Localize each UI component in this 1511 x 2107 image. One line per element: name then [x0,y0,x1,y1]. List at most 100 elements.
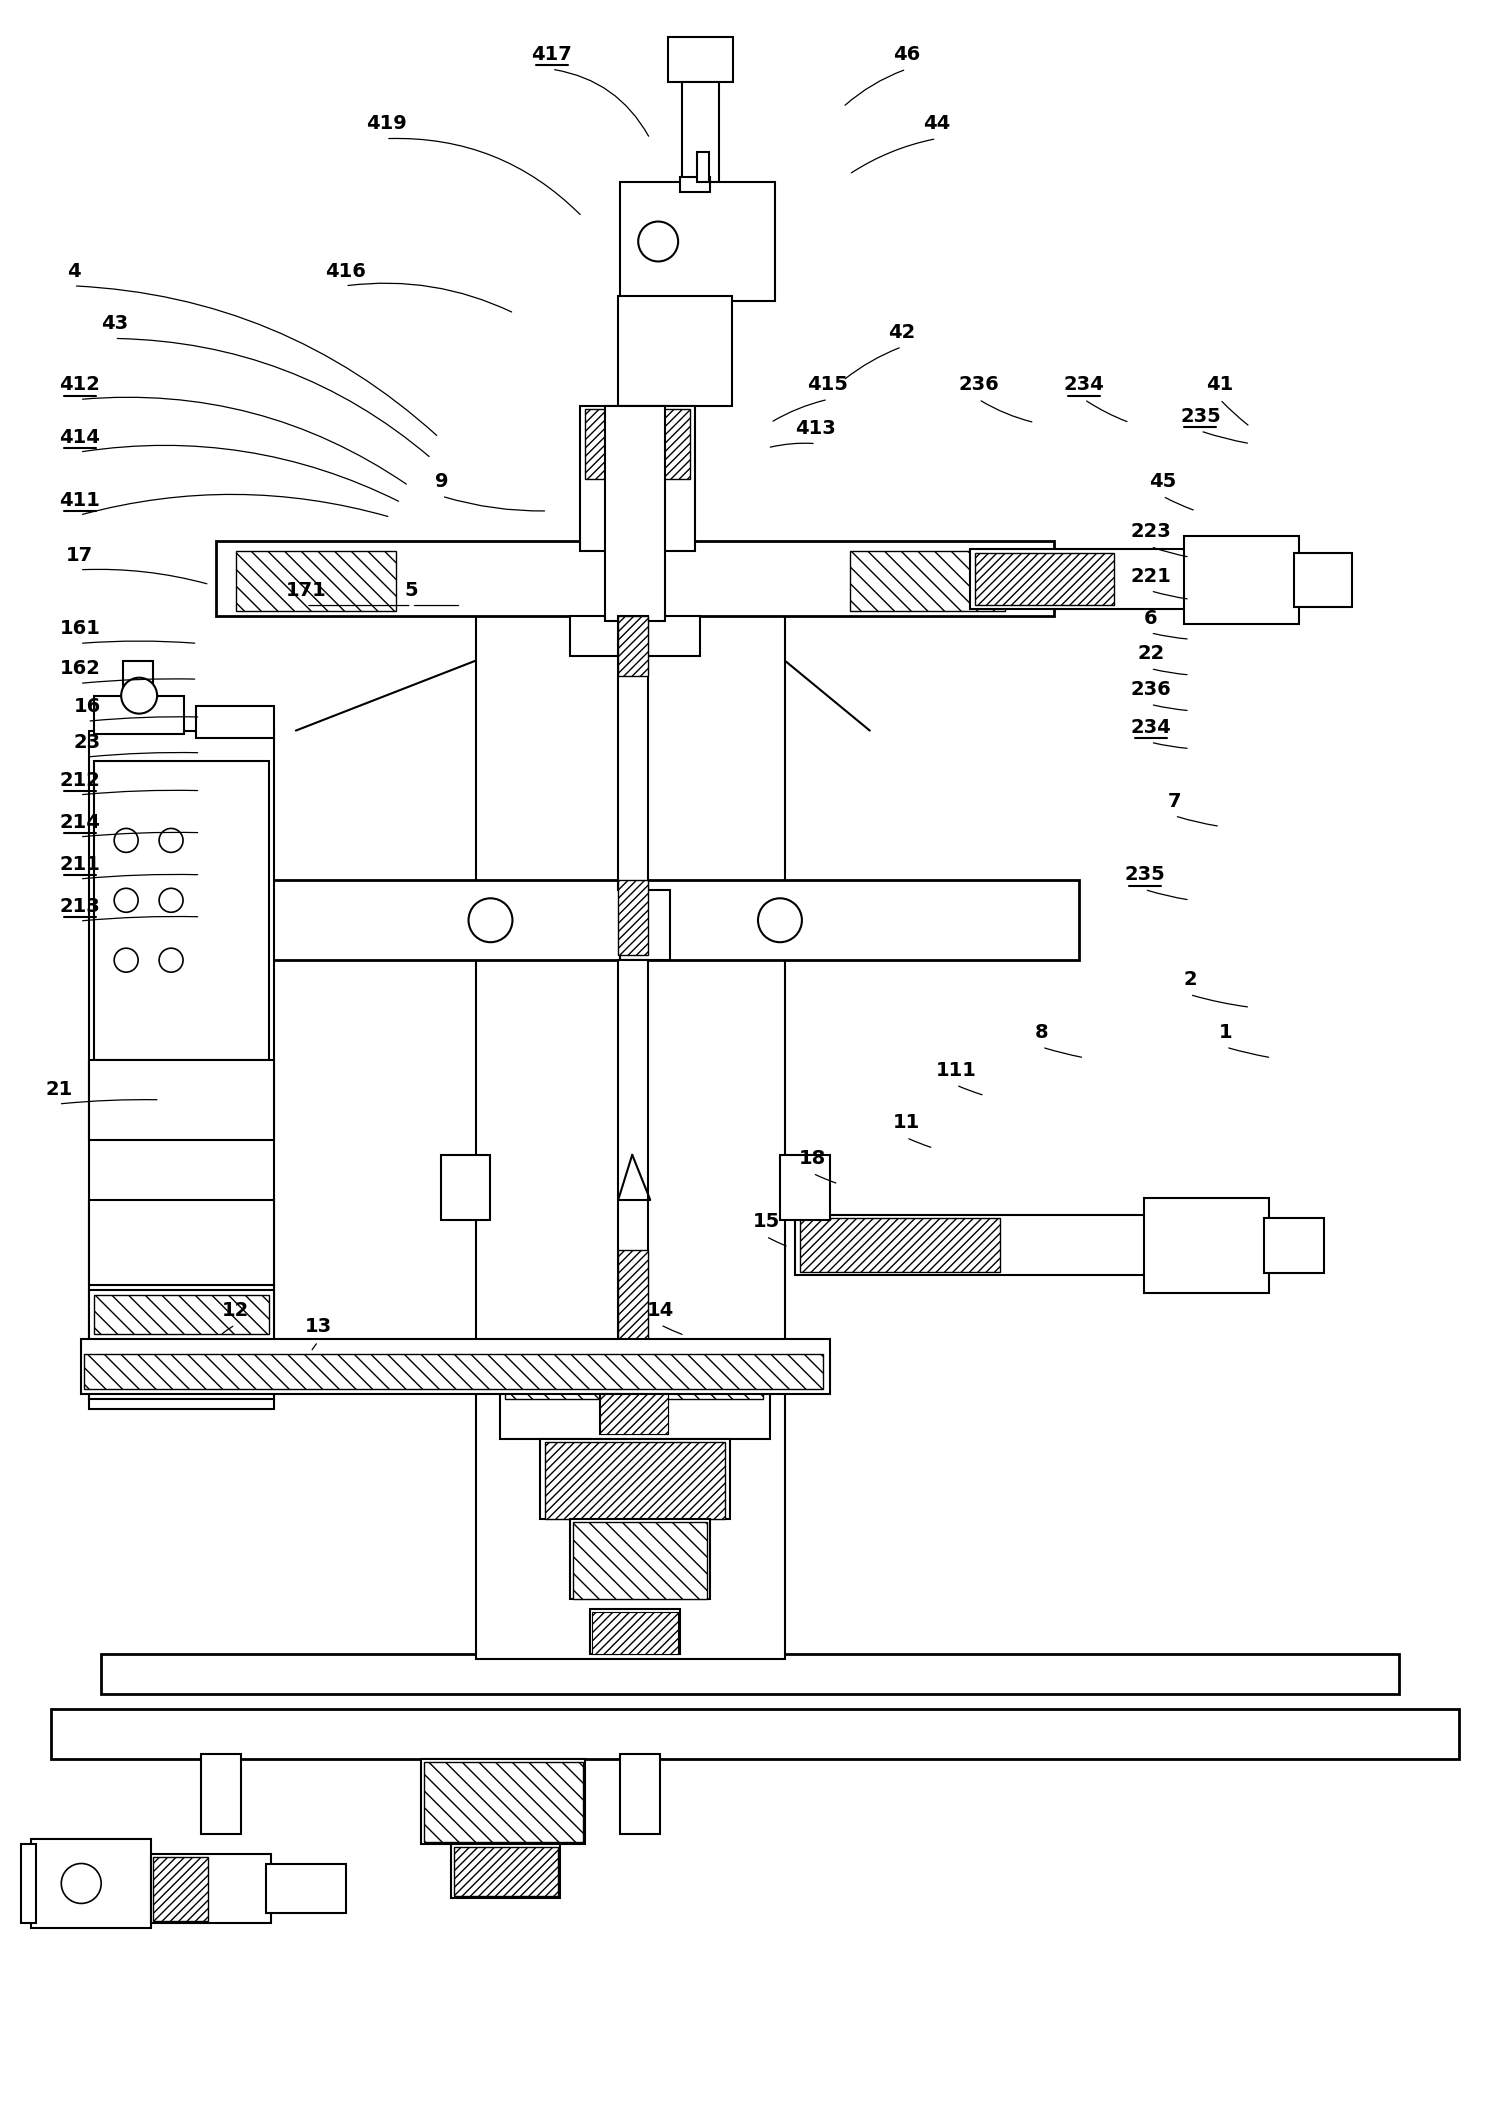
Text: 213: 213 [59,898,100,917]
Text: 2: 2 [1183,971,1197,990]
Text: 212: 212 [59,771,100,790]
Text: 46: 46 [893,44,920,63]
Bar [441,1155,491,1220]
Text: 419: 419 [366,114,406,133]
Bar [849,550,1005,611]
Text: 7: 7 [1168,792,1182,811]
Bar [101,1654,1399,1694]
Bar [620,1753,660,1833]
Bar [1185,535,1299,624]
Bar [618,961,648,1348]
Bar [975,552,1114,605]
Bar [573,1521,707,1599]
Text: 234: 234 [1064,375,1105,394]
Bar [476,611,784,1658]
Text: 13: 13 [305,1317,332,1336]
Bar [201,1753,240,1833]
Text: 9: 9 [435,472,449,491]
Text: 21: 21 [45,1079,73,1098]
Text: 235: 235 [1180,407,1221,426]
Bar [94,761,269,1060]
Circle shape [759,898,802,942]
Bar [545,1443,725,1519]
Bar [541,1439,730,1519]
Bar [266,1863,346,1913]
Text: 412: 412 [59,375,100,394]
Text: 5: 5 [405,582,419,600]
Text: 43: 43 [101,314,128,333]
Circle shape [159,948,183,971]
Bar [570,615,700,655]
Bar [600,1395,668,1435]
Bar [89,1060,273,1140]
Bar [32,1839,151,1928]
Circle shape [159,889,183,912]
Bar [151,1854,270,1924]
Bar [190,881,1079,961]
Bar [618,615,648,891]
Text: 414: 414 [59,428,100,447]
Circle shape [115,828,138,853]
Bar [618,1249,648,1348]
Text: 235: 235 [1124,866,1165,885]
Bar [780,1155,830,1220]
Text: 6: 6 [1144,609,1157,628]
Bar [21,1844,36,1924]
Text: 162: 162 [59,659,100,678]
Text: 45: 45 [1148,472,1177,491]
Bar [668,36,733,82]
Bar [153,1856,209,1922]
Text: 161: 161 [59,619,100,638]
Bar [580,407,695,550]
Bar [94,695,184,733]
Bar [453,1846,559,1896]
Text: 416: 416 [325,261,366,280]
Bar [592,1612,678,1654]
Circle shape [159,828,183,853]
Text: 223: 223 [1130,523,1171,541]
Text: 12: 12 [222,1300,249,1319]
Bar [420,1759,585,1844]
Text: 8: 8 [1035,1024,1049,1043]
Text: 16: 16 [74,697,101,716]
Bar [620,181,775,301]
Circle shape [638,221,678,261]
Bar [1265,1218,1324,1273]
Bar [620,891,671,961]
Bar [94,1294,269,1334]
Bar [51,1709,1458,1759]
Bar [626,301,725,400]
Text: 236: 236 [958,375,999,394]
Circle shape [115,889,138,912]
Text: 14: 14 [647,1300,674,1319]
Text: 417: 417 [532,44,573,63]
Bar [600,1395,668,1435]
Text: 411: 411 [59,491,100,510]
Bar [697,152,709,181]
Bar [500,1348,771,1439]
Text: 11: 11 [893,1112,920,1131]
Text: 111: 111 [935,1060,976,1079]
Bar [591,1610,680,1654]
Text: 171: 171 [286,582,326,600]
Text: 211: 211 [59,855,100,874]
Text: 41: 41 [1206,375,1233,394]
Text: 214: 214 [59,813,100,832]
Bar [970,550,1289,609]
Bar [236,550,396,611]
Bar [216,541,1055,615]
Bar [89,1199,273,1285]
Text: 23: 23 [74,733,101,752]
Text: 44: 44 [923,114,950,133]
Bar [94,1209,269,1279]
Bar [618,881,648,954]
Text: 18: 18 [799,1148,827,1167]
Bar [681,82,719,181]
Text: 22: 22 [1138,645,1165,664]
Bar [570,1519,710,1599]
Bar [506,1355,763,1399]
Bar [585,409,691,478]
Bar [606,407,665,622]
Bar [1144,1197,1269,1292]
Bar [1293,552,1352,607]
